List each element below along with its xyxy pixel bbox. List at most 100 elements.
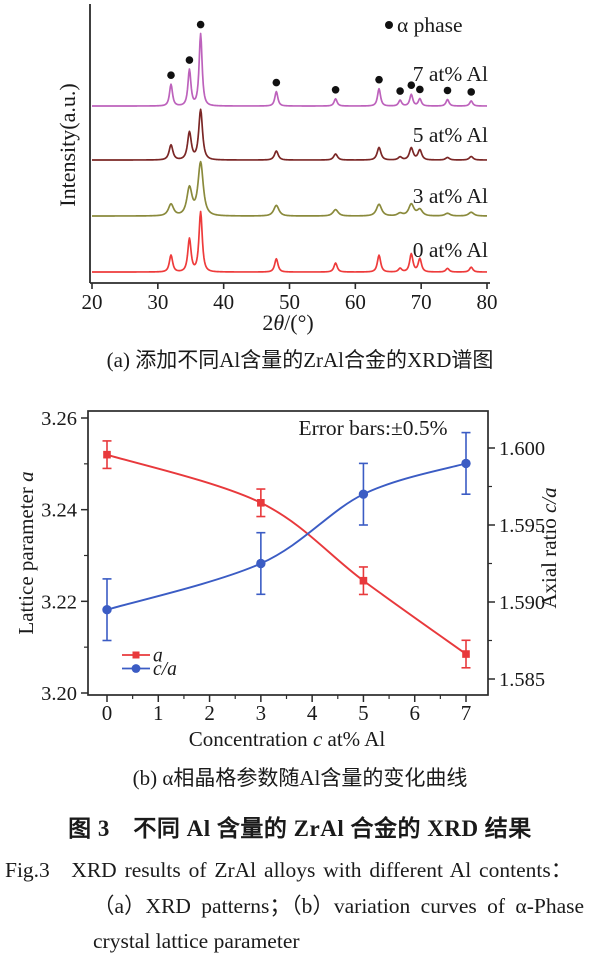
alpha-phase-dot	[196, 20, 205, 29]
marker-square-a	[103, 450, 111, 459]
left-tick-label: 3.22	[41, 591, 77, 613]
text-segment: a	[153, 646, 163, 667]
curve-a	[106, 453, 467, 655]
text-segment: c/a	[153, 659, 177, 680]
text-segment: 40	[213, 290, 234, 314]
text-segment: c	[313, 727, 323, 751]
alpha-phase-dot	[443, 86, 452, 95]
alpha-phase-dot	[331, 85, 340, 94]
left-tick-label: 3.24	[41, 500, 77, 522]
x-tick-label: 60	[345, 290, 366, 314]
text-segment: Axial ratio	[537, 513, 561, 609]
x-tick-label: 40	[213, 290, 234, 314]
right-tick-label: 1.585	[499, 669, 545, 691]
xrd-chart-svg: 20 30 40 50 60 70 80 2θ/(°) Intensity(a.u.) 7 at%…	[55, 4, 498, 335]
text-segment: 70	[411, 290, 432, 314]
text-segment: α phase	[397, 13, 463, 37]
alpha-phase-dot	[416, 85, 424, 94]
plot-frame	[87, 410, 489, 696]
x-tick-label: 3	[256, 701, 267, 725]
text-segment: 1.590	[499, 592, 545, 614]
x-tick-label: 6	[409, 701, 420, 725]
legend-marker-a	[132, 651, 140, 659]
text-segment: 7	[461, 701, 472, 725]
x-tick-label: 2	[204, 701, 215, 725]
x-tick-label: 50	[279, 290, 300, 314]
caption-b: (b) α相晶格参数随Al含量的变化曲线	[132, 766, 468, 790]
right-tick-label: 1.590	[499, 592, 545, 614]
left-axis-title: Lattice parameter a	[14, 471, 38, 634]
legend-label: α phase	[397, 13, 463, 37]
text-segment: 30	[147, 290, 168, 314]
xrd-curve-5-at-al	[91, 108, 488, 161]
x-tick-label: 80	[477, 290, 498, 314]
curve-c-a	[106, 462, 467, 611]
text-segment: 3.26	[41, 408, 77, 430]
text-segment: Intensity(a.u.)	[55, 83, 80, 206]
legend-dot-icon	[385, 21, 393, 29]
text-segment: 3.24	[41, 500, 77, 522]
x-axis-title: Concentration c at% Al	[189, 727, 386, 751]
xrd-curve-7-at-al	[91, 32, 488, 107]
left-tick-label: 3.20	[41, 683, 77, 705]
marker-circle-c-a	[102, 605, 112, 615]
text-segment: 1.585	[499, 669, 545, 691]
right-tick-label: 1.595	[499, 515, 545, 537]
right-tick-label: 1.600	[499, 438, 545, 460]
text-segment: 80	[477, 290, 498, 314]
xrd-curve-3-at-al	[91, 160, 488, 217]
x-tick-label: 30	[147, 290, 168, 314]
text-segment: 0	[102, 701, 113, 725]
text-segment: 0 at% Al	[413, 238, 488, 262]
x-axis-title: 2θ/(°)	[262, 310, 313, 335]
y-axis-title: Intensity(a.u.)	[55, 83, 80, 206]
series-label-3-at-al: 3 at% Al	[413, 184, 488, 208]
alpha-phase-dot	[167, 71, 175, 79]
text-segment: 1.595	[499, 515, 545, 537]
legend-label-a: a	[153, 646, 163, 667]
text-segment: 3	[256, 701, 267, 725]
text-segment: 3.20	[41, 683, 77, 705]
alpha-phase-dot	[396, 87, 404, 95]
text-segment: 2	[262, 310, 273, 335]
series-label-7-at-al: 7 at% Al	[413, 62, 488, 86]
error-bars-annotation: Error bars:±0.5%	[298, 416, 447, 440]
series-label-5-at-al: 5 at% Al	[413, 123, 488, 147]
alpha-phase-dot	[375, 75, 383, 84]
text-segment: at% Al	[322, 727, 385, 751]
x-tick-label: 5	[358, 701, 369, 725]
x-tick-label: 20	[82, 290, 103, 314]
lattice-chart-svg: 3.26 3.24 3.22 3.20 1.600 1.595 1.590 1.585 0 1 2 3…	[14, 408, 561, 751]
marker-circle-c-a	[256, 558, 266, 569]
text-segment: 50	[279, 290, 300, 314]
marker-circle-c-a	[461, 458, 471, 469]
x-tick-label: 7	[461, 701, 472, 725]
text-segment: c/a	[537, 487, 561, 513]
text-segment: /(°)	[284, 310, 314, 335]
x-tick-label: 4	[307, 701, 318, 725]
text-segment: 5	[358, 701, 369, 725]
alpha-phase-dot	[185, 56, 194, 64]
text-segment: 1	[153, 701, 164, 725]
xrd-curve-0-at-al	[91, 210, 488, 273]
text-segment: 1.600	[499, 438, 545, 460]
x-tick-label: 0	[102, 701, 113, 725]
legend-label-c-a: c/a	[153, 659, 177, 680]
legend-marker-c-a	[131, 664, 141, 673]
text-segment: 3 at% Al	[413, 184, 488, 208]
text-segment: Concentration	[189, 727, 313, 751]
caption-en-line1: Fig.3 XRD results of ZrAl alloys with di…	[5, 858, 573, 882]
right-axis-title: Axial ratio c/a	[537, 487, 561, 608]
text-segment: 2	[204, 701, 215, 725]
text-segment: 7 at% Al	[413, 62, 488, 86]
text-segment: Error bars:±0.5%	[298, 416, 447, 440]
text-segment: 5 at% Al	[413, 123, 488, 147]
text-segment: a	[14, 471, 38, 482]
text-segment: Lattice parameter	[14, 482, 38, 635]
x-tick-label: 1	[153, 701, 164, 725]
text-segment: θ	[273, 310, 284, 335]
marker-square-a	[462, 650, 470, 658]
marker-circle-c-a	[358, 489, 369, 499]
caption-en-line2: （a）XRD patterns；（b）variation curves of α…	[93, 893, 585, 918]
text-segment: 20	[82, 290, 103, 314]
